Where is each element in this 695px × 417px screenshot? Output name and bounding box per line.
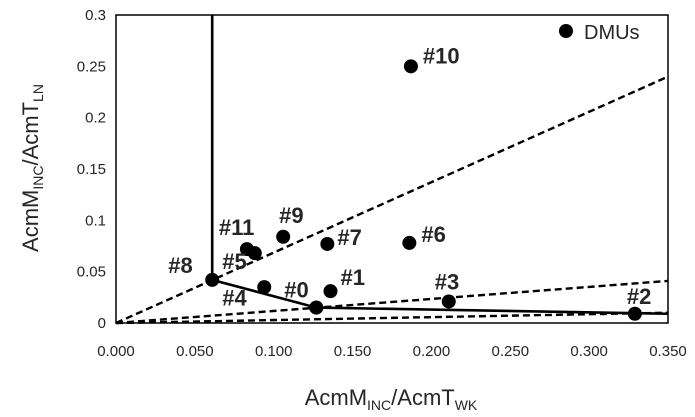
x-tick-label: 0.150: [334, 343, 372, 360]
point-label: #4: [222, 286, 247, 311]
dashed-rays: [115, 75, 669, 325]
data-point: [276, 229, 291, 244]
point-label: #2: [627, 284, 651, 309]
dashed-ray: [115, 75, 669, 325]
data-point: [247, 246, 262, 261]
x-tick-label: 0.000: [97, 343, 135, 360]
dashed-ray: [115, 311, 669, 325]
data-points: [205, 59, 642, 321]
point-label: #8: [168, 253, 192, 278]
data-point: [403, 59, 418, 74]
point-label: #6: [421, 222, 445, 247]
y-axis-title: AcmMINC/AcmTLN: [18, 84, 46, 252]
data-point: [309, 300, 324, 315]
x-axis-title: AcmMINC/AcmTWK: [305, 385, 478, 413]
data-point: [257, 280, 272, 295]
legend: DMUs: [559, 22, 640, 44]
point-label: #5: [222, 249, 246, 274]
y-tick-label: 0.2: [85, 110, 106, 127]
x-tick-label: 0.050: [176, 343, 214, 360]
data-point: [627, 306, 642, 321]
data-point: [441, 294, 456, 309]
point-label: #11: [219, 215, 255, 240]
legend-label: DMUs: [584, 22, 640, 44]
point-label: #1: [340, 265, 364, 290]
tick-labels: 0.000 0.050 0.100 0.150 0.200 0.250 0.300 0.350…: [77, 7, 687, 360]
data-point: [205, 272, 220, 287]
legend-marker: [559, 24, 573, 38]
x-tick-label: 0.250: [492, 343, 530, 360]
y-tick-label: 0: [98, 315, 106, 332]
point-label: #0: [284, 278, 308, 303]
x-tick-label: 0.100: [255, 343, 293, 360]
point-label: #10: [423, 43, 460, 68]
y-tick-label: 0.15: [77, 161, 106, 178]
point-label: #9: [279, 203, 303, 228]
plot-frame: [115, 14, 669, 324]
y-tick-label: 0.1: [85, 212, 106, 229]
dashed-ray: [115, 279, 669, 325]
data-point: [320, 236, 335, 251]
y-tick-label: 0.25: [77, 58, 106, 75]
point-label: #3: [435, 269, 459, 294]
x-tick-label: 0.350: [649, 343, 687, 360]
y-tick-label: 0.3: [85, 7, 106, 24]
y-tick-label: 0.05: [77, 264, 106, 281]
data-point: [402, 235, 417, 250]
point-label: #7: [337, 225, 361, 250]
plot-border: [115, 14, 669, 324]
x-tick-label: 0.200: [413, 343, 451, 360]
x-tick-label: 0.300: [570, 343, 608, 360]
point-labels: #0 #1 #2 #3 #4 #5 #6 #7 #8 #9 #10 #11: [168, 43, 651, 310]
data-point: [323, 284, 338, 299]
